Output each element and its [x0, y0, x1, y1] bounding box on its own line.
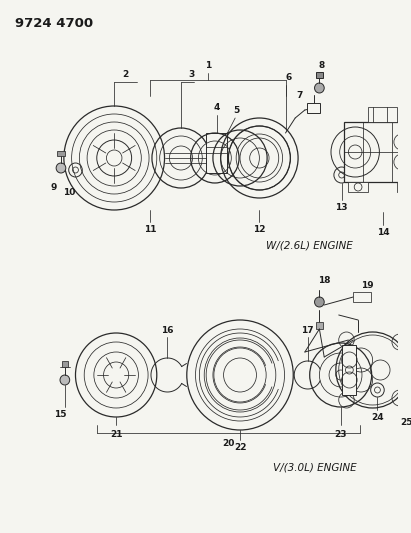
- Text: W/(2.6L) ENGINE: W/(2.6L) ENGINE: [266, 240, 353, 250]
- Circle shape: [60, 375, 70, 385]
- Text: 11: 11: [144, 225, 156, 234]
- Bar: [397, 182, 411, 192]
- Bar: [307, 103, 320, 113]
- Bar: [353, 292, 371, 302]
- Bar: [206, 133, 227, 173]
- Text: 7: 7: [297, 91, 303, 100]
- Text: 3: 3: [189, 70, 195, 79]
- Text: 24: 24: [371, 413, 384, 422]
- Text: 9724 4700: 9724 4700: [14, 17, 92, 30]
- Circle shape: [314, 83, 324, 93]
- Text: 17: 17: [301, 326, 314, 335]
- Text: 2: 2: [123, 70, 129, 79]
- Text: 6: 6: [285, 73, 291, 82]
- Text: 9: 9: [50, 183, 56, 192]
- Text: 25: 25: [400, 418, 411, 427]
- Text: 15: 15: [54, 410, 66, 419]
- Text: 23: 23: [335, 430, 347, 439]
- Bar: [62, 361, 68, 367]
- Text: 10: 10: [63, 188, 76, 197]
- Text: 14: 14: [377, 228, 390, 237]
- Text: 13: 13: [335, 203, 348, 212]
- Bar: [316, 72, 323, 78]
- Text: 16: 16: [161, 326, 174, 335]
- Bar: [368, 107, 397, 122]
- Text: 1: 1: [205, 61, 211, 70]
- Circle shape: [56, 163, 66, 173]
- Text: 5: 5: [233, 106, 239, 115]
- Circle shape: [314, 297, 324, 307]
- Bar: [349, 182, 368, 192]
- Text: 8: 8: [318, 61, 324, 70]
- Text: 20: 20: [222, 439, 235, 448]
- Text: 4: 4: [214, 103, 220, 112]
- Text: 12: 12: [253, 225, 266, 234]
- Text: 22: 22: [234, 443, 246, 452]
- Text: 19: 19: [361, 281, 374, 290]
- Bar: [57, 151, 65, 156]
- Bar: [342, 345, 356, 395]
- Text: V/(3.0L) ENGINE: V/(3.0L) ENGINE: [273, 463, 356, 473]
- Text: 21: 21: [110, 430, 122, 439]
- Text: 18: 18: [318, 276, 330, 285]
- Bar: [316, 322, 323, 329]
- Bar: [344, 122, 411, 182]
